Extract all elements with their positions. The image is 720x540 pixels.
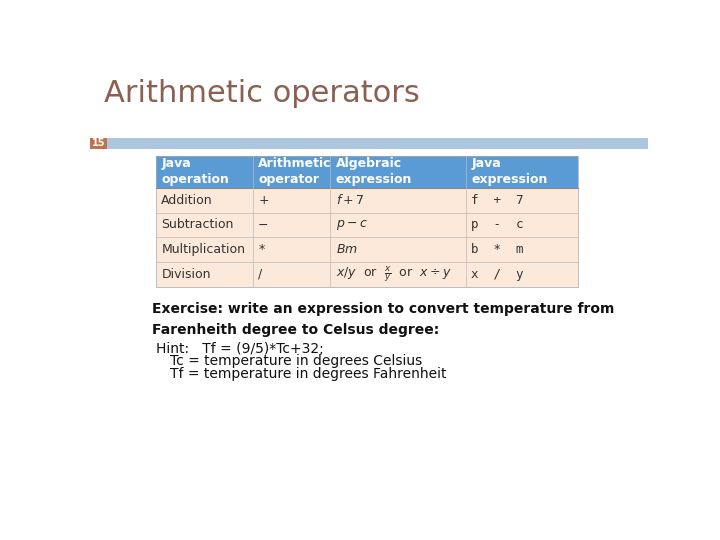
Bar [156,156,578,188]
Text: $p-c$: $p-c$ [336,218,368,232]
Bar [156,156,578,287]
Text: *: * [258,243,264,256]
Text: +: + [258,194,269,207]
Text: Multiplication: Multiplication [161,243,246,256]
Text: Java
expression: Java expression [472,157,548,186]
Text: Division: Division [161,268,211,281]
Text: Tf = temperature in degrees Fahrenheit: Tf = temperature in degrees Fahrenheit [170,367,446,381]
Text: Algebraic
expression: Algebraic expression [336,157,412,186]
Text: b  *  m: b * m [472,243,523,256]
Bar [90,138,107,148]
Text: Subtraction: Subtraction [161,219,234,232]
Text: Java
operation: Java operation [161,157,229,186]
Text: −: − [258,219,269,232]
Bar [90,138,648,148]
Text: p  -  c: p - c [472,219,523,232]
Text: Hint:   Tf = (9/5)*Tc+32;: Hint: Tf = (9/5)*Tc+32; [156,342,323,356]
Text: Addition: Addition [161,194,213,207]
Text: Arithmetic
operator: Arithmetic operator [258,157,332,186]
Text: 15: 15 [91,138,105,149]
Text: Exercise: write an expression to convert temperature from
Farenheith degree to C: Exercise: write an expression to convert… [152,302,614,336]
Text: Tc = temperature in degrees Celsius: Tc = temperature in degrees Celsius [170,354,422,368]
Bar [156,213,578,237]
Text: $f+7$: $f+7$ [336,193,364,207]
Text: $x/y$  or  $\frac{x}{y}$  or  $x\div y$: $x/y$ or $\frac{x}{y}$ or $x\div y$ [336,265,451,284]
Bar [156,188,578,213]
Text: x  /  y: x / y [472,268,523,281]
Bar [156,237,578,262]
Text: f  +  7: f + 7 [472,194,523,207]
Text: /: / [258,268,262,281]
Text: Arithmetic operators: Arithmetic operators [104,79,420,107]
Bar [156,262,578,287]
Text: $Bm$: $Bm$ [336,243,358,256]
